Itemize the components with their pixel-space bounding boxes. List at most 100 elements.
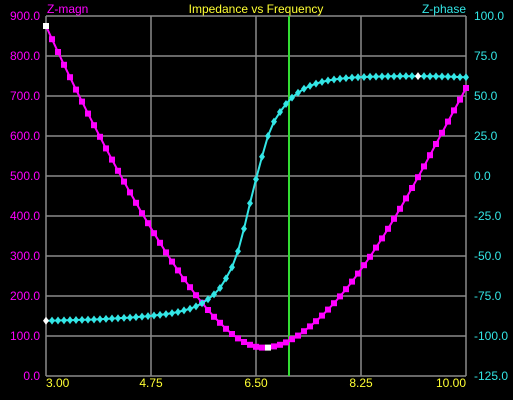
- z-magnitude-point: [175, 267, 181, 274]
- z-phase-point: [253, 175, 259, 184]
- z-phase-point: [451, 72, 457, 81]
- z-magnitude-point: [205, 307, 211, 313]
- z-phase-point: [79, 315, 85, 324]
- z-phase-point: [205, 295, 211, 304]
- left-axis-ticks: 0.0 100.0 200.0 300.0 400.0 500.0 600.0 700.0 80…: [10, 9, 40, 383]
- z-phase-point: [55, 316, 61, 325]
- z-magnitude-point: [463, 85, 469, 91]
- right-tick-label: -50.0: [474, 249, 502, 263]
- z-magnitude-point: [85, 110, 91, 117]
- z-phase-point: [199, 299, 205, 308]
- z-magnitude-point: [271, 343, 277, 350]
- z-phase-point: [301, 84, 307, 93]
- z-magnitude-point: [121, 178, 127, 185]
- left-tick-label: 400.0: [10, 209, 40, 223]
- z-phase-point: [289, 93, 295, 102]
- z-phase-point: [319, 77, 325, 86]
- z-magnitude-point: [241, 339, 247, 345]
- z-magnitude-point: [403, 195, 409, 202]
- right-tick-label: 75.0: [474, 49, 498, 63]
- z-magnitude-point: [373, 244, 379, 251]
- z-magnitude-point: [367, 253, 373, 260]
- z-phase-point: [259, 152, 265, 161]
- left-tick-label: 200.0: [10, 289, 40, 303]
- z-phase-point: [415, 72, 421, 81]
- z-magnitude-point: [337, 293, 343, 300]
- z-magnitude-point: [115, 167, 121, 174]
- z-phase-point: [367, 72, 373, 81]
- x-tick-label: 4.75: [139, 376, 163, 390]
- chart-title: Impedance vs Frequency: [189, 2, 324, 16]
- z-phase-point: [133, 313, 139, 322]
- z-magnitude-point: [253, 343, 259, 350]
- z-magnitude-point: [331, 300, 337, 307]
- z-magnitude-point: [451, 107, 457, 114]
- x-tick-label: 8.25: [349, 376, 373, 390]
- right-tick-label: 0.0: [474, 169, 491, 183]
- z-magnitude-point: [91, 122, 97, 129]
- z-phase-point: [157, 310, 163, 319]
- z-phase-point: [91, 315, 97, 324]
- z-phase-point: [391, 72, 397, 81]
- z-magnitude-point: [43, 23, 49, 29]
- z-phase-point: [229, 263, 235, 272]
- z-magnitude-point: [211, 313, 217, 320]
- z-phase-point: [295, 88, 301, 97]
- z-phase-point: [421, 72, 427, 81]
- z-magnitude-point: [229, 331, 235, 337]
- x-axis-ticks: 3.00 4.75 6.50 8.25 10.00: [46, 376, 466, 390]
- z-phase-point: [217, 284, 223, 292]
- left-tick-label: 900.0: [10, 9, 40, 23]
- z-phase-point: [397, 72, 403, 81]
- z-magnitude-point: [187, 284, 193, 291]
- z-phase-point: [277, 108, 283, 116]
- z-magnitude-point: [295, 332, 301, 339]
- series-layer: [43, 23, 469, 351]
- right-tick-label: -75.0: [474, 289, 502, 303]
- z-magnitude-point: [349, 278, 355, 285]
- z-phase-point: [283, 100, 289, 108]
- z-phase-point: [67, 316, 73, 325]
- z-phase-point: [193, 302, 199, 311]
- z-magnitude-point: [427, 152, 433, 159]
- z-magnitude-point: [127, 189, 133, 196]
- left-tick-label: 700.0: [10, 89, 40, 103]
- z-magnitude-point: [433, 141, 439, 147]
- z-magnitude-point: [61, 61, 67, 68]
- z-phase-point: [43, 316, 49, 325]
- left-tick-label: 800.0: [10, 49, 40, 63]
- z-phase-point: [115, 314, 121, 323]
- z-phase-point: [343, 74, 349, 83]
- z-magnitude-point: [343, 286, 349, 293]
- z-phase-point: [235, 247, 241, 256]
- z-phase-point: [121, 313, 127, 322]
- z-magnitude-point: [103, 145, 109, 152]
- z-magnitude-point: [97, 133, 103, 140]
- z-magnitude-point: [379, 235, 385, 242]
- left-tick-label: 0.0: [23, 369, 40, 383]
- z-magnitude-point: [457, 96, 463, 103]
- z-magnitude-point: [319, 312, 325, 319]
- z-phase-point: [361, 72, 367, 81]
- z-magnitude-point: [385, 225, 391, 232]
- x-tick-label: 3.00: [46, 376, 70, 390]
- z-phase-point: [457, 73, 463, 82]
- z-phase-point: [379, 72, 385, 81]
- z-phase-point: [61, 316, 67, 325]
- z-magnitude-point: [277, 341, 283, 348]
- z-phase-point: [241, 224, 247, 233]
- x-tick-label: 6.50: [244, 376, 268, 390]
- z-phase-point: [127, 313, 133, 322]
- z-magnitude-point: [169, 258, 175, 265]
- z-phase-point: [409, 72, 415, 81]
- z-phase-point: [385, 72, 391, 81]
- z-phase-point: [445, 72, 451, 81]
- z-magnitude-point: [439, 129, 445, 136]
- z-phase-point: [97, 315, 103, 324]
- z-magnitude-point: [397, 205, 403, 212]
- z-magnitude-point: [283, 339, 289, 346]
- z-phase-point: [181, 306, 187, 315]
- z-phase-point: [313, 79, 319, 88]
- z-magnitude-point: [265, 344, 271, 351]
- right-tick-label: 50.0: [474, 89, 498, 103]
